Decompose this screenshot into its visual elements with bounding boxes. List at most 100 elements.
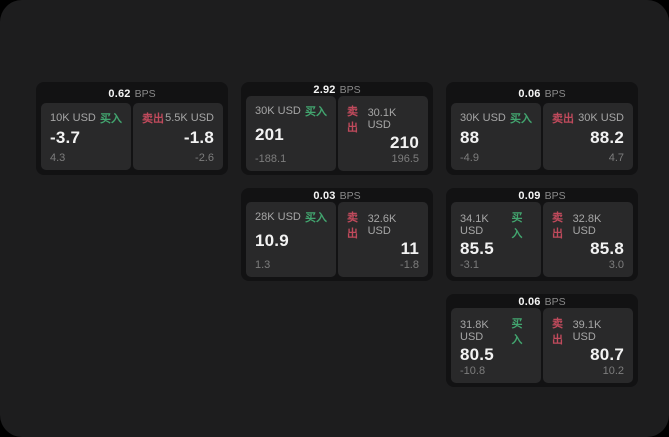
sell-amount: 32.8K USD (572, 213, 602, 237)
buy-panel[interactable]: 34.1K USD 买入 85.5 -3.1 (451, 202, 541, 277)
quote-card: 0.06 BPS 31.8K USD 买入 80.5 -10.8 卖出 39.1… (446, 294, 638, 387)
sell-amount: 39.1K USD (572, 319, 602, 343)
buy-change: -4.9 (460, 152, 479, 164)
card-header: 0.06 BPS (446, 294, 638, 308)
quote-card: 0.62 BPS 10K USD 买入 -3.7 4.3 卖出 5.5K USD (36, 82, 228, 175)
buy-label: 买入 (305, 106, 327, 118)
bps-unit-label: BPS (544, 87, 566, 100)
buy-panel-top: 30K USD 买入 (460, 110, 532, 126)
buy-amount: 31.8K USD (460, 319, 489, 343)
buy-change: -10.8 (460, 365, 486, 377)
buy-amount: 10K USD (50, 112, 96, 124)
buy-amount: 34.1K USD (460, 213, 489, 237)
bps-unit-label: BPS (339, 84, 361, 96)
bps-unit-label: BPS (339, 190, 361, 202)
quote-cards-grid: 0.62 BPS 10K USD 买入 -3.7 4.3 卖出 5.5K USD (36, 82, 638, 387)
panels-row: 28K USD 买入 10.9 1.3 卖出 32.6K USD 11 -1.8 (241, 202, 433, 281)
sell-panel-top: 卖出 32.8K USD (552, 209, 624, 241)
sell-panel[interactable]: 卖出 32.8K USD 85.8 3.0 (543, 202, 633, 277)
buy-panel-top: 30K USD 买入 (255, 103, 327, 119)
sell-change: 3.0 (608, 259, 624, 271)
quote-card: 0.03 BPS 28K USD 买入 10.9 1.3 卖出 32.6K US… (241, 188, 433, 281)
buy-amount: 28K USD (255, 211, 301, 223)
sell-panel[interactable]: 卖出 30K USD 88.2 4.7 (543, 103, 633, 170)
buy-panel[interactable]: 10K USD 买入 -3.7 4.3 (41, 103, 131, 170)
sell-panel-top: 卖出 30.1K USD (347, 103, 419, 135)
buy-label: 买入 (511, 318, 523, 346)
card-header: 2.92 BPS (241, 82, 433, 96)
buy-price: 10.9 (255, 231, 289, 250)
card-header: 0.06 BPS (446, 82, 638, 103)
panels-row: 31.8K USD 买入 80.5 -10.8 卖出 39.1K USD 80.… (446, 308, 638, 387)
bps-unit-label: BPS (544, 296, 566, 308)
panels-row: 30K USD 买入 88 -4.9 卖出 30K USD 88.2 4.7 (446, 103, 638, 175)
sell-panel-top: 卖出 30K USD (552, 110, 624, 126)
bps-value: 0.06 (518, 87, 541, 100)
panels-row: 34.1K USD 买入 85.5 -3.1 卖出 32.8K USD 85.8… (446, 202, 638, 281)
sell-panel[interactable]: 卖出 32.6K USD 11 -1.8 (338, 202, 428, 277)
panels-row: 10K USD 买入 -3.7 4.3 卖出 5.5K USD -1.8 -2.… (36, 103, 228, 175)
bps-value: 0.62 (108, 87, 131, 100)
sell-label: 卖出 (552, 113, 574, 125)
buy-price: 85.5 (460, 239, 494, 258)
bps-unit-label: BPS (134, 87, 156, 100)
buy-label: 买入 (511, 212, 523, 240)
bps-unit-label: BPS (544, 190, 566, 202)
sell-label: 卖出 (347, 106, 358, 134)
sell-amount: 30K USD (578, 112, 624, 124)
bps-value: 0.03 (313, 190, 336, 202)
card-header: 0.09 BPS (446, 188, 638, 202)
sell-label: 卖出 (552, 212, 563, 240)
buy-panel-top: 10K USD 买入 (50, 110, 122, 126)
sell-amount: 30.1K USD (367, 107, 397, 131)
sell-label: 卖出 (347, 212, 358, 240)
buy-panel-top: 31.8K USD 买入 (460, 315, 532, 347)
buy-panel[interactable]: 30K USD 买入 88 -4.9 (451, 103, 541, 170)
bps-value: 0.09 (518, 190, 541, 202)
buy-change: -3.1 (460, 259, 479, 271)
quote-card: 2.92 BPS 30K USD 买入 201 -188.1 卖出 30.1K … (241, 82, 433, 175)
panels-row: 30K USD 买入 201 -188.1 卖出 30.1K USD 210 1… (241, 96, 433, 175)
card-header: 0.03 BPS (241, 188, 433, 202)
buy-change: 4.3 (50, 152, 66, 164)
card-header: 0.62 BPS (36, 82, 228, 103)
sell-price: 85.8 (590, 239, 624, 258)
bps-value: 2.92 (313, 84, 336, 96)
buy-amount: 30K USD (460, 112, 506, 124)
buy-panel-top: 28K USD 买入 (255, 209, 327, 225)
quote-card: 0.09 BPS 34.1K USD 买入 85.5 -3.1 卖出 32.8K… (446, 188, 638, 281)
sell-change: -1.8 (400, 259, 419, 271)
buy-label: 买入 (100, 113, 122, 125)
buy-panel[interactable]: 28K USD 买入 10.9 1.3 (246, 202, 336, 277)
buy-change: 1.3 (255, 259, 271, 271)
sell-panel[interactable]: 卖出 30.1K USD 210 196.5 (338, 96, 428, 171)
sell-amount: 32.6K USD (367, 213, 397, 237)
buy-price: 201 (255, 125, 284, 144)
bps-value: 0.06 (518, 296, 541, 308)
sell-price: 11 (400, 239, 419, 258)
sell-change: -2.6 (195, 152, 214, 164)
sell-change: 10.2 (602, 365, 624, 377)
buy-label: 买入 (305, 212, 327, 224)
quote-card: 0.06 BPS 30K USD 买入 88 -4.9 卖出 30K USD (446, 82, 638, 175)
sell-label: 卖出 (552, 318, 563, 346)
sell-panel-top: 卖出 39.1K USD (552, 315, 624, 347)
sell-panel[interactable]: 卖出 39.1K USD 80.7 10.2 (543, 308, 633, 383)
buy-label: 买入 (510, 113, 532, 125)
sell-price: -1.8 (183, 128, 214, 147)
buy-panel[interactable]: 31.8K USD 买入 80.5 -10.8 (451, 308, 541, 383)
sell-panel-top: 卖出 5.5K USD (142, 110, 214, 126)
sell-change: 4.7 (608, 152, 624, 164)
sell-change: 196.5 (391, 153, 419, 165)
buy-panel-top: 34.1K USD 买入 (460, 209, 532, 241)
sell-panel-top: 卖出 32.6K USD (347, 209, 419, 241)
buy-panel[interactable]: 30K USD 买入 201 -188.1 (246, 96, 336, 171)
sell-panel[interactable]: 卖出 5.5K USD -1.8 -2.6 (133, 103, 223, 170)
sell-amount: 5.5K USD (165, 112, 214, 124)
buy-price: 80.5 (460, 345, 494, 364)
buy-amount: 30K USD (255, 105, 301, 117)
buy-price: -3.7 (50, 128, 81, 147)
sell-price: 80.7 (590, 345, 624, 364)
sell-label: 卖出 (142, 113, 164, 125)
